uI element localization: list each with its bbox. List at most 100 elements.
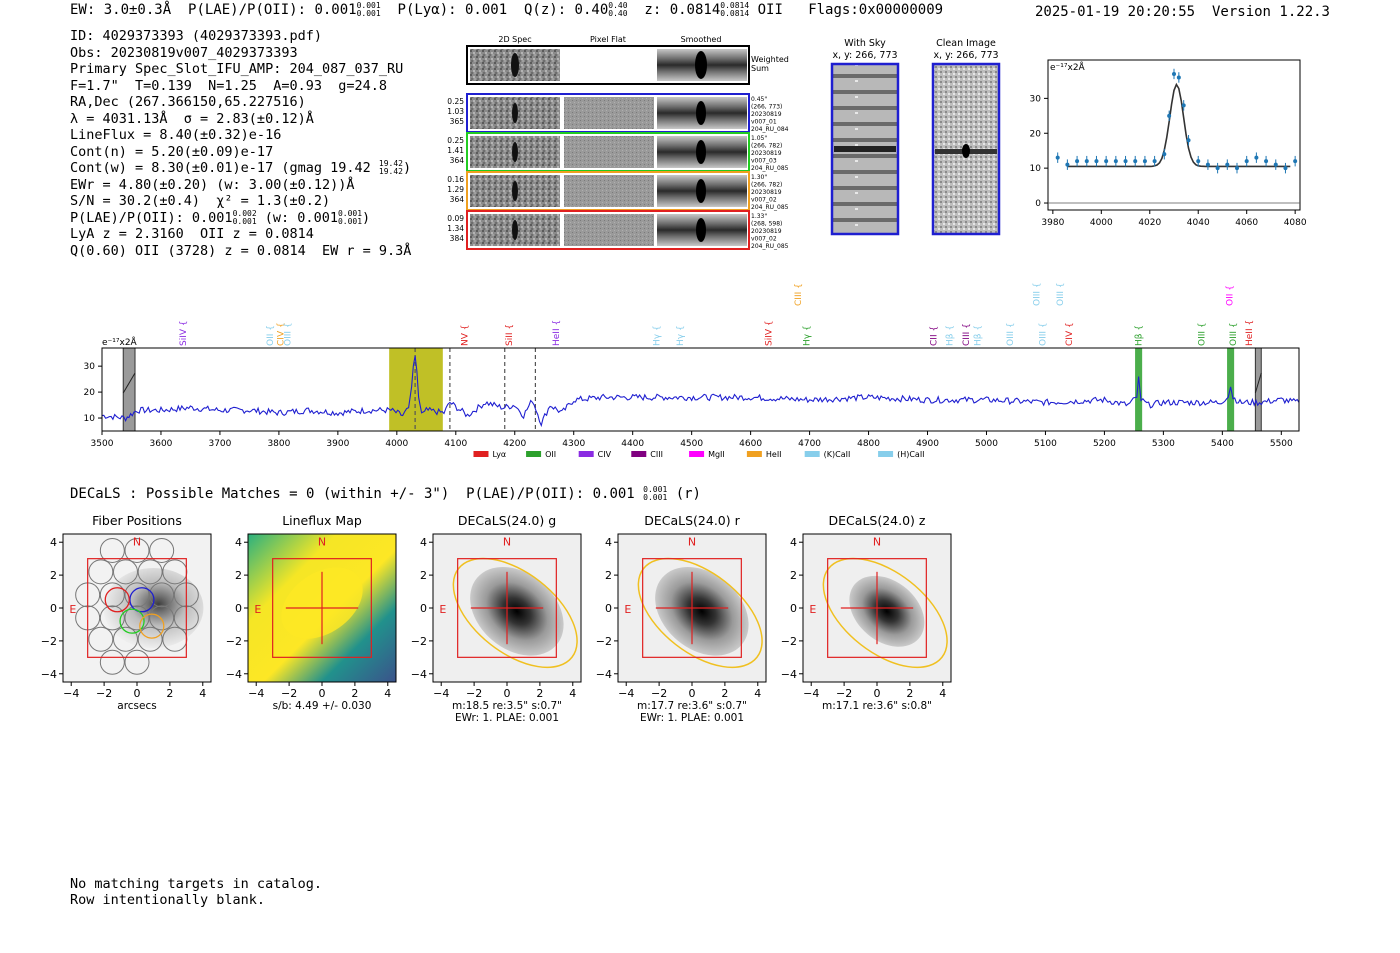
- spectrum-xtick-label: 4300: [562, 439, 585, 449]
- zoom-data-point: [1254, 155, 1259, 160]
- panel-ellipse-3: [637, 557, 763, 669]
- fiber-highlight-1: [104, 587, 130, 613]
- fiber-circle: [149, 582, 175, 608]
- panel-north-0: N: [133, 536, 141, 549]
- spectrum-line-label-24: OIII {: [1229, 322, 1239, 346]
- fiber-circle: [124, 649, 150, 675]
- panel-title-0: Fiber Positions: [92, 513, 182, 528]
- header-z-up: 0.0814: [720, 1, 750, 10]
- panel-xtick-label: 4: [754, 687, 761, 700]
- fiber-circle: [112, 626, 138, 652]
- spectrum-line-label-18: OIII {: [1039, 322, 1049, 346]
- panel-xtick-label: 0: [134, 687, 141, 700]
- panel-aperture-1: [272, 558, 372, 658]
- info-id: ID: 4029373393 (4029373393.pdf): [70, 28, 322, 44]
- panel-aperture-3: [642, 558, 742, 658]
- fiber-circle: [88, 559, 114, 585]
- cutout-row-peak-3: [512, 220, 518, 240]
- fiber-circle: [124, 537, 150, 563]
- panel-ytick-label: 4: [420, 536, 427, 549]
- info-plae-w-lo: 0.001: [337, 216, 363, 226]
- spectrum-xtick-label: 5200: [1093, 439, 1116, 449]
- header-z: z: 0.0814: [644, 2, 721, 18]
- panel-ytick-label: 0: [50, 602, 57, 615]
- zoom-data-point: [1186, 138, 1191, 143]
- fiber-circle: [124, 582, 150, 608]
- cutout-row-right-1-2: 20230819: [751, 150, 782, 157]
- info-plae-w: (w: 0.001: [264, 209, 338, 226]
- zoom-data-point: [1172, 71, 1176, 76]
- panel-xtick-label: −2: [96, 687, 112, 700]
- zoom-ytick-label: 0: [1035, 199, 1041, 209]
- legend-swatch-2: [578, 451, 594, 457]
- panel-xtick-label: 0: [874, 687, 881, 700]
- info-contw-lo: 19.42: [378, 167, 403, 176]
- cutout-row-right-2-4: 204_RU_085: [751, 204, 789, 211]
- panel-ytick-label: −4: [226, 668, 242, 681]
- panel-aperture-2: [457, 558, 557, 658]
- fiber-circle: [124, 605, 150, 631]
- panel-ytick-label: 2: [605, 569, 612, 582]
- panel-caption1-1: s/b: 4.49 +/- 0.030: [273, 700, 372, 712]
- zoom-data-point: [1084, 159, 1089, 164]
- spectrum-xtick-label: 4700: [798, 439, 821, 449]
- panel-ellipse-2: [452, 557, 578, 669]
- spectrum-line: [101, 355, 1300, 428]
- spectrum-line-label-6: HeII {: [552, 320, 562, 346]
- panel-xtick-label: −4: [433, 687, 449, 700]
- info-contw-up: 19.42: [378, 159, 403, 168]
- cutout-row-pixelflat-3: [564, 214, 654, 246]
- zoom-data-point: [1205, 162, 1210, 167]
- zoom-data-point: [1244, 159, 1249, 164]
- fiber-circle: [99, 605, 125, 631]
- zoom-data-point: [1283, 166, 1288, 171]
- spectrum-line-label-25: HeII {: [1245, 320, 1255, 346]
- panel-title-2: DECaLS(24.0) g: [458, 513, 556, 528]
- fiber-highlight-0: [129, 587, 155, 613]
- spectrum-line-label-15: Hβ {: [974, 325, 984, 346]
- cutout-header-smoothed: Smoothed: [681, 35, 722, 44]
- zoom-ytick-label: 30: [1030, 94, 1042, 104]
- fiber-highlight-3: [139, 613, 165, 639]
- cutout-row-right-3-0: 1.33": [751, 213, 767, 220]
- spectrum-line-label-16: OIII {: [1006, 322, 1016, 346]
- spectrum-xtick-label: 4200: [503, 439, 526, 449]
- panel-east-3: E: [624, 603, 631, 616]
- spectrum-line-label-17: OIII {: [1033, 282, 1043, 306]
- panel-caption1-0: arcsecs: [117, 700, 156, 712]
- cutout-header-2dspec: 2D Spec: [498, 35, 531, 44]
- legend-label-3: CIII: [650, 450, 663, 459]
- spectrum-xtick-label: 5500: [1270, 439, 1293, 449]
- legend-label-0: Lyα: [492, 450, 506, 459]
- fiber-circle: [112, 559, 138, 585]
- cutout-row-pixelflat-1: [564, 136, 654, 168]
- panel-xtick-label: 2: [906, 687, 913, 700]
- spectrum-line-label-1: OII {: [266, 325, 276, 346]
- panel-ytick-label: 2: [790, 569, 797, 582]
- header-qz-up: 0.40: [608, 1, 628, 10]
- fiber-circle: [99, 649, 125, 675]
- panel-ytick-label: −2: [226, 635, 242, 648]
- cutout-row-right-0-1: (266, 773): [751, 104, 782, 111]
- zoom-xtick-label: 4040: [1187, 218, 1210, 228]
- header-plae-up: 0.001: [356, 1, 381, 10]
- detection-info: ID: 4029373393 (4029373393.pdf) Obs: 202…: [70, 28, 411, 259]
- panel-title-3: DECaLS(24.0) r: [644, 513, 740, 528]
- panel-ytick-label: −2: [781, 635, 797, 648]
- with-sky-xy: x, y: 266, 773: [832, 50, 897, 61]
- panel-ytick-label: −2: [41, 635, 57, 648]
- cutout-row-peak-2: [512, 181, 518, 201]
- spectrum-xtick-label: 4500: [680, 439, 703, 449]
- header-qz-lo: 0.40: [608, 9, 628, 18]
- panel-caption2-3: EWr: 1. PLAE: 0.001: [640, 712, 744, 724]
- header-qz-bounds: 0.40 0.40: [608, 2, 627, 18]
- spectrum-axes: [101, 347, 1300, 432]
- zoom-data-point: [1123, 159, 1128, 164]
- cutout-row-left-1-2: 364: [450, 156, 465, 165]
- legend-label-7: (H)CaII: [897, 450, 924, 459]
- panel-ytick-label: −4: [596, 668, 612, 681]
- zoom-data-point: [1196, 159, 1201, 164]
- legend-swatch-1: [526, 451, 542, 457]
- spectrum-xtick-label: 4000: [385, 439, 408, 449]
- cutout-row-right-0-0: 0.45": [751, 96, 767, 103]
